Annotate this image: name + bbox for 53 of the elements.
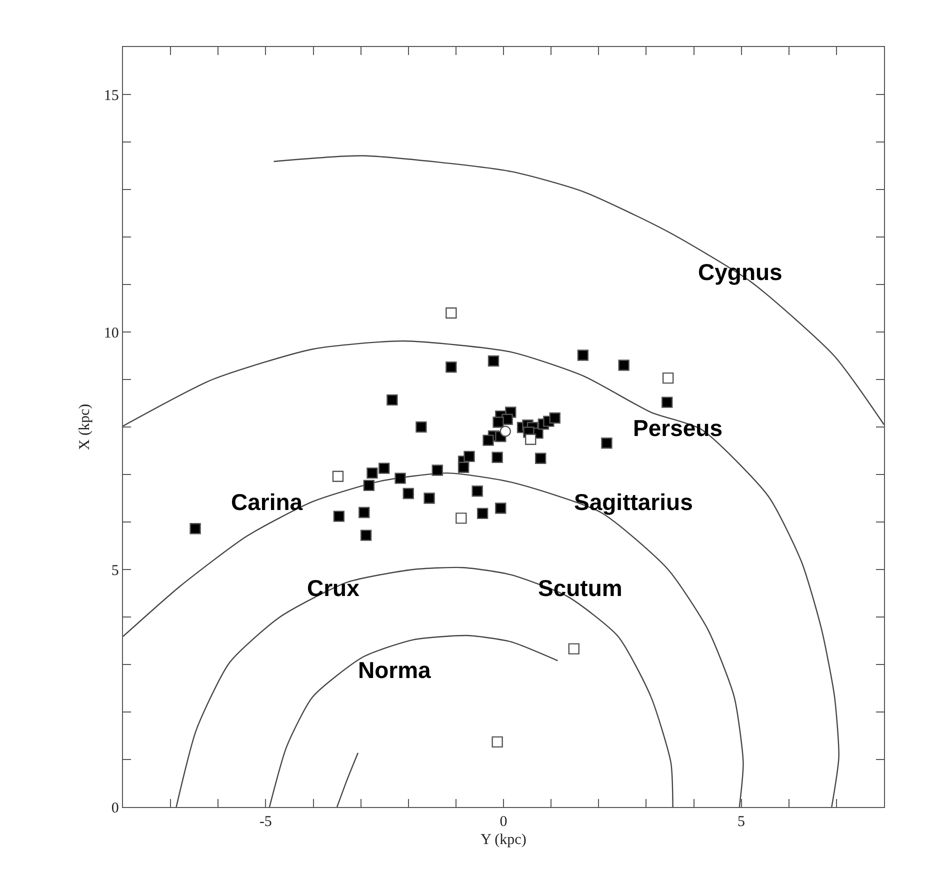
point [476,508,488,520]
point [568,643,580,654]
x-axis-title: Y (kpc) [480,832,526,848]
y-tick-label: 15 [104,88,119,104]
point [577,350,589,361]
y-axis-title: X (kpc) [77,404,94,450]
point [360,530,372,541]
point [190,523,201,534]
line-series [123,472,744,807]
point [492,452,503,463]
point [464,450,475,462]
point [662,396,673,408]
point [458,462,470,473]
point [332,470,344,482]
point [394,472,406,484]
point [495,502,506,514]
point [492,416,504,428]
point [432,464,443,476]
point [549,412,560,424]
point [492,736,503,748]
point [500,426,511,437]
point [424,492,435,504]
point [358,506,370,518]
y-tick-label: 0 [111,800,119,816]
point [378,462,390,474]
point [446,362,457,373]
point [472,486,483,497]
x-tick-label: 0 [500,814,508,830]
point [446,307,457,319]
point [618,360,630,371]
y-tick-label: 5 [111,562,119,579]
point [366,467,378,479]
line-series [268,634,558,807]
point [535,452,546,464]
x-tick-label: 5 [738,814,746,830]
line-series [123,340,840,807]
point [363,480,374,492]
point [456,512,467,524]
point [662,372,674,384]
point [601,438,612,449]
annotation: Norma [358,657,432,683]
annotation: Carina [231,489,303,515]
point [416,421,427,433]
point [488,355,500,367]
point [333,510,345,522]
point [402,488,414,500]
y-tick-label: 10 [104,325,119,342]
line-series [176,566,674,807]
x-tick-label: -5 [259,814,272,830]
annotation: Sagittarius [574,489,693,515]
point [386,394,398,406]
point [525,434,536,445]
point [482,434,494,446]
